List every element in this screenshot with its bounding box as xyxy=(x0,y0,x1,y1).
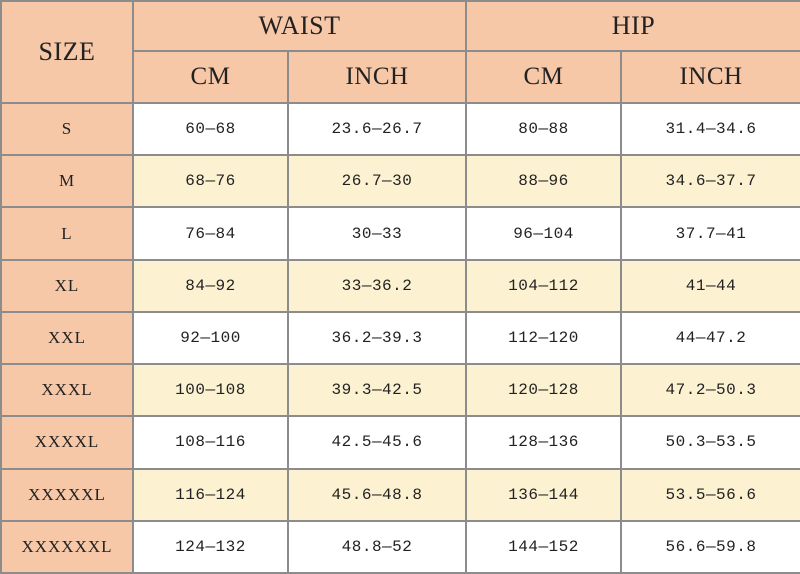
table-row: XXXXXL 116—124 45.6—48.8 136—144 53.5—56… xyxy=(0,467,800,522)
size-column-header: SIZE xyxy=(0,0,134,104)
header-row-units: CM INCH CM INCH xyxy=(1,50,800,104)
hip-cm-cell: 136—144 xyxy=(465,467,622,522)
hip-inch-cell: 53.5—56.6 xyxy=(620,467,800,522)
hip-group-header: HIP xyxy=(465,0,800,52)
table-row: S 60—68 23.6—26.7 80—88 31.4—34.6 xyxy=(0,101,800,157)
table-row: L 76—84 30—33 96—104 37.7—41 xyxy=(0,206,800,261)
waist-inch-header: INCH xyxy=(287,50,467,104)
hip-cm-cell: 104—112 xyxy=(465,258,622,313)
hip-inch-cell: 50.3—53.5 xyxy=(620,415,800,470)
waist-cm-cell: 116—124 xyxy=(132,467,289,522)
size-label: XXXXXXL xyxy=(0,519,134,574)
waist-cm-cell: 60—68 xyxy=(132,101,289,157)
hip-cm-cell: 96—104 xyxy=(465,206,622,261)
waist-inch-cell: 48.8—52 xyxy=(287,519,467,574)
hip-inch-cell: 56.6—59.8 xyxy=(620,519,800,574)
size-label: M xyxy=(0,154,134,209)
waist-inch-cell: 26.7—30 xyxy=(287,154,467,209)
hip-inch-header: INCH xyxy=(620,50,800,104)
waist-inch-cell: 45.6—48.8 xyxy=(287,467,467,522)
waist-inch-cell: 36.2—39.3 xyxy=(287,310,467,366)
hip-inch-cell: 44—47.2 xyxy=(620,310,800,366)
table-row: M 68—76 26.7—30 88—96 34.6—37.7 xyxy=(0,154,800,209)
hip-inch-cell: 47.2—50.3 xyxy=(620,363,800,418)
size-label: L xyxy=(0,206,134,261)
size-label: XXL xyxy=(0,310,134,366)
waist-cm-cell: 76—84 xyxy=(132,206,289,261)
waist-inch-cell: 33—36.2 xyxy=(287,258,467,313)
hip-cm-cell: 128—136 xyxy=(465,415,622,470)
hip-cm-header: CM xyxy=(465,50,622,104)
waist-cm-cell: 84—92 xyxy=(132,258,289,313)
hip-cm-cell: 80—88 xyxy=(465,101,622,157)
waist-cm-cell: 124—132 xyxy=(132,519,289,574)
size-label: XXXXL xyxy=(0,415,134,470)
waist-inch-cell: 30—33 xyxy=(287,206,467,261)
hip-inch-cell: 41—44 xyxy=(620,258,800,313)
hip-inch-cell: 37.7—41 xyxy=(620,206,800,261)
waist-cm-header: CM xyxy=(132,50,289,104)
hip-cm-cell: 144—152 xyxy=(465,519,622,574)
waist-cm-cell: 100—108 xyxy=(132,363,289,418)
hip-cm-cell: 112—120 xyxy=(465,310,622,366)
table-row: XL 84—92 33—36.2 104—112 41—44 xyxy=(0,258,800,313)
waist-cm-cell: 92—100 xyxy=(132,310,289,366)
hip-inch-cell: 34.6—37.7 xyxy=(620,154,800,209)
table-row: XXL 92—100 36.2—39.3 112—120 44—47.2 xyxy=(0,310,800,366)
hip-cm-cell: 120—128 xyxy=(465,363,622,418)
waist-inch-cell: 23.6—26.7 xyxy=(287,101,467,157)
waist-inch-cell: 39.3—42.5 xyxy=(287,363,467,418)
table-row: XXXL 100—108 39.3—42.5 120—128 47.2—50.3 xyxy=(0,363,800,418)
header-row-main: SIZE WAIST HIP xyxy=(0,0,800,104)
table-row: XXXXXXL 124—132 48.8—52 144—152 56.6—59.… xyxy=(0,519,800,574)
hip-inch-cell: 31.4—34.6 xyxy=(620,101,800,157)
table-row: XXXXL 108—116 42.5—45.6 128—136 50.3—53.… xyxy=(0,415,800,470)
size-label: XXXL xyxy=(0,363,134,418)
waist-inch-cell: 42.5—45.6 xyxy=(287,415,467,470)
waist-group-header: WAIST xyxy=(132,0,467,52)
size-label: XXXXXL xyxy=(0,467,134,522)
hip-cm-cell: 88—96 xyxy=(465,154,622,209)
size-label: XL xyxy=(0,258,134,313)
waist-cm-cell: 68—76 xyxy=(132,154,289,209)
waist-cm-cell: 108—116 xyxy=(132,415,289,470)
size-label: S xyxy=(0,101,134,157)
